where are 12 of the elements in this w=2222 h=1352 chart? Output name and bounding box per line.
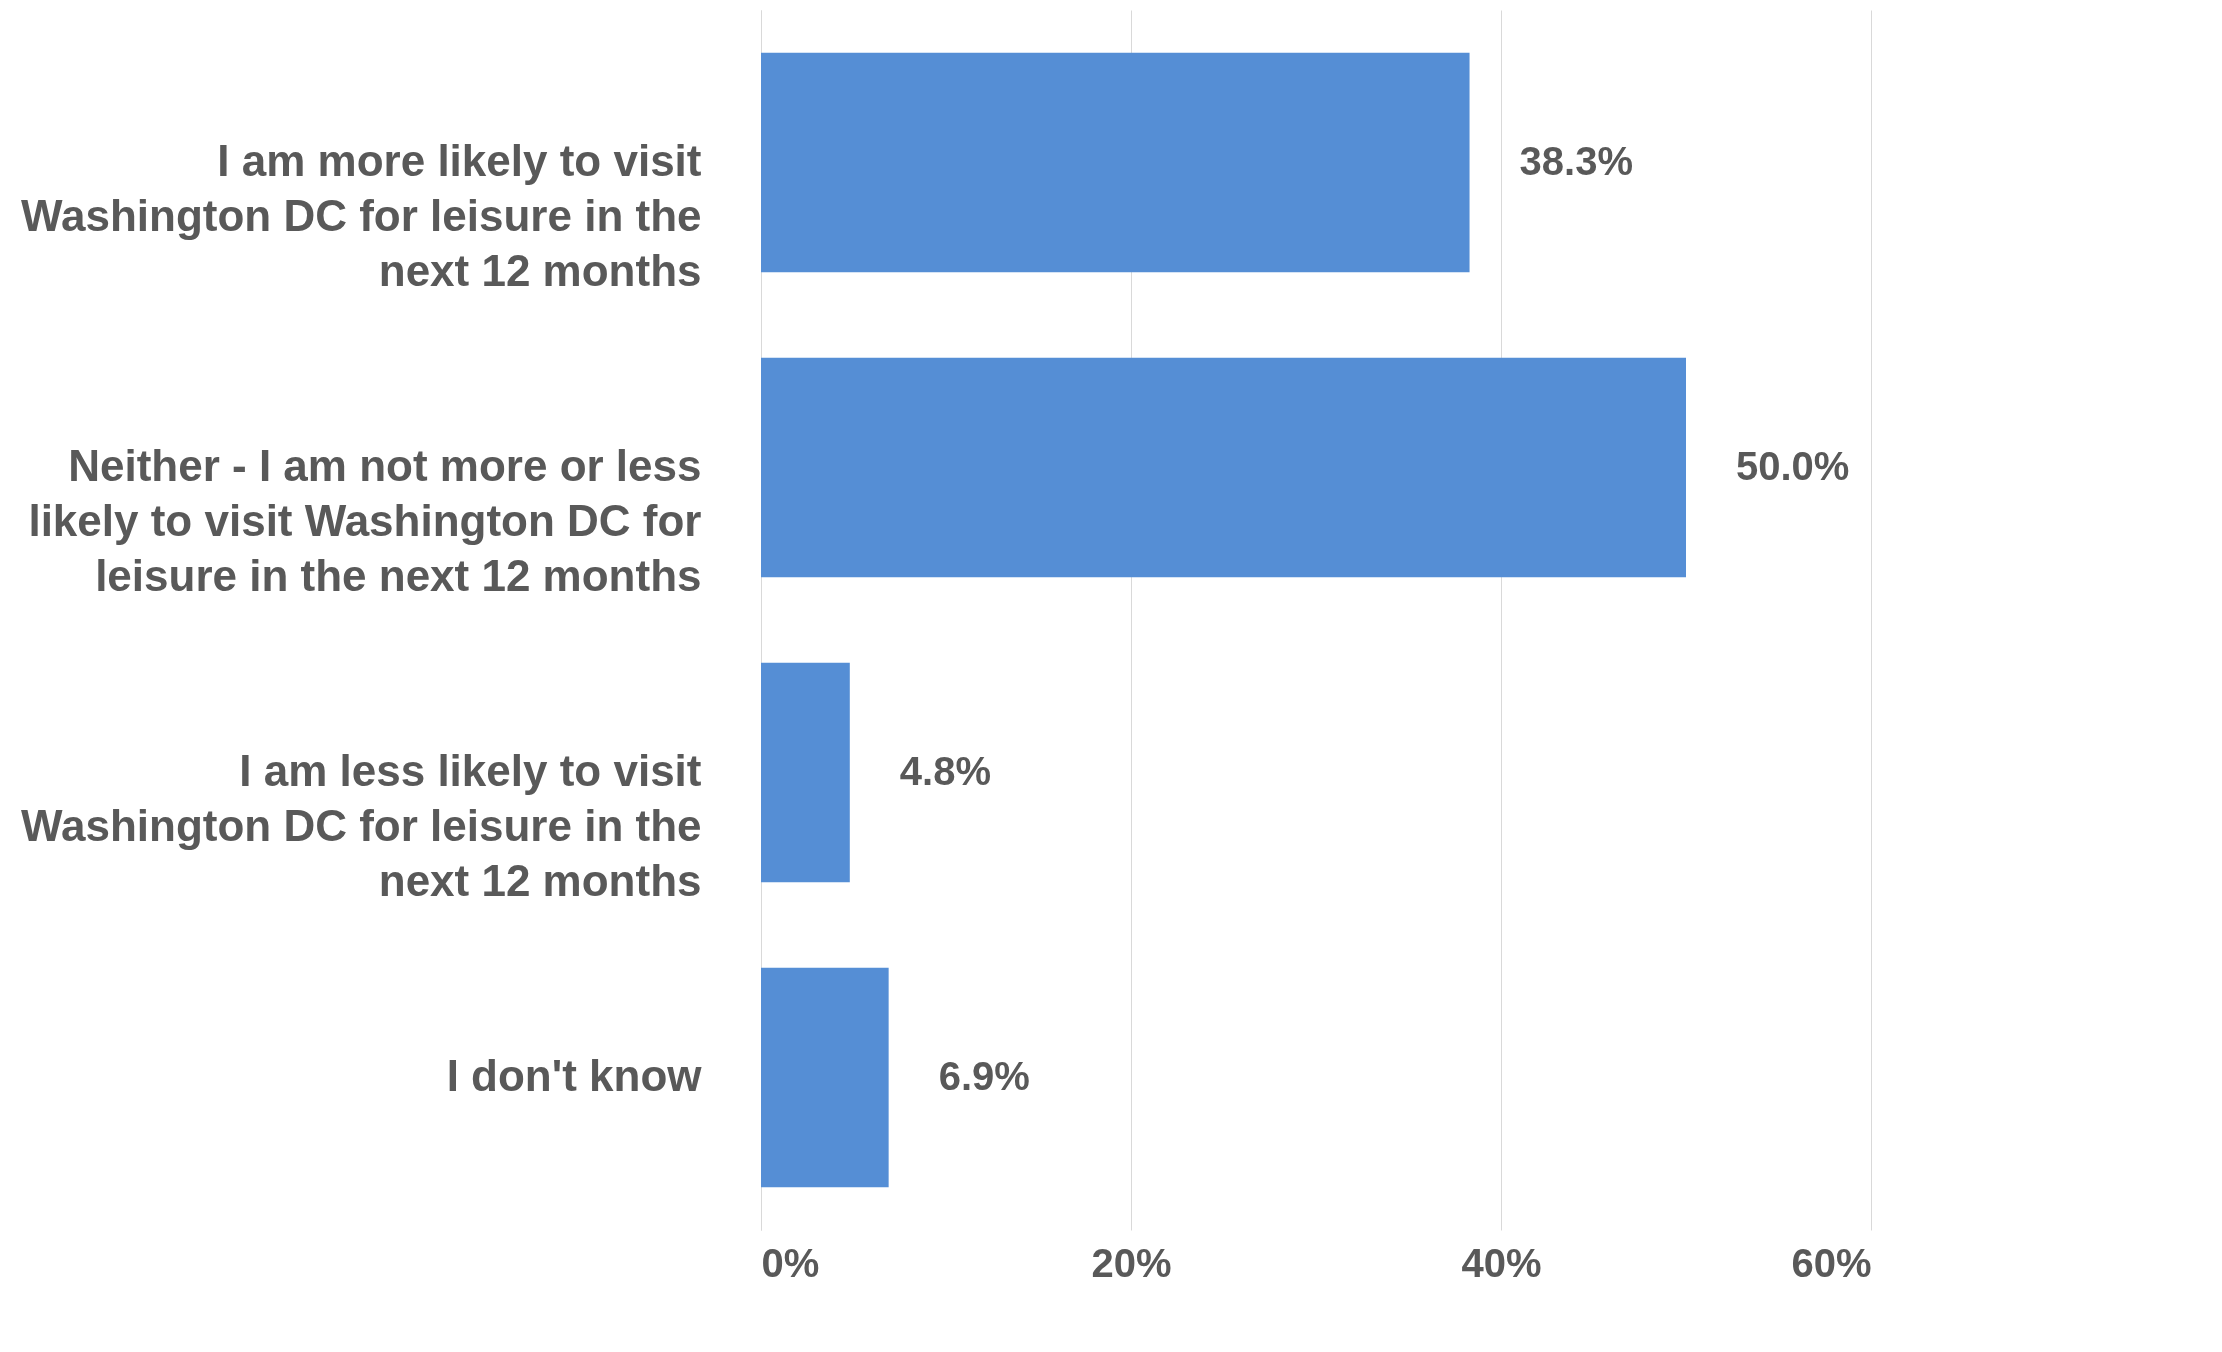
x-tick-label: 0% <box>761 1240 820 1285</box>
y-tick-label: I am less likely to visit Washington DC for leisure in the next 12 months <box>21 745 702 905</box>
data-label: 50.0% <box>1736 443 1850 488</box>
y-tick-label: I don't know <box>446 1050 703 1100</box>
y-tick-label: Neither - I am not more or less likely to visit Washington DC for leisure in the next 12 months <box>28 440 702 600</box>
x-tick-label: 40% <box>1461 1240 1542 1285</box>
data-label: 38.3% <box>1519 138 1633 183</box>
data-label: 6.9% <box>938 1053 1030 1098</box>
data-label: 4.8% <box>899 748 991 793</box>
x-tick-label: 60% <box>1791 1240 1872 1285</box>
y-tick-label: I am more likely to visit Washington DC for leisure in the next 12 months <box>21 135 702 295</box>
x-tick-label: 20% <box>1091 1240 1172 1285</box>
